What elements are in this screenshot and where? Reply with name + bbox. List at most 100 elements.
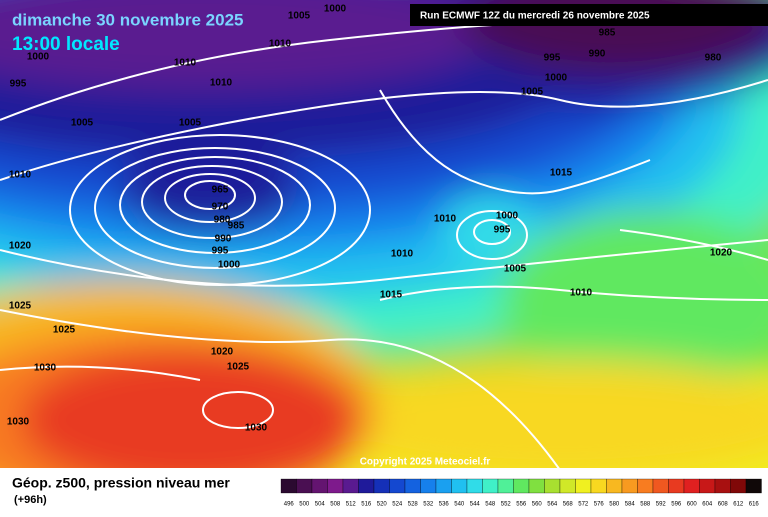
isobar-label: 1000	[27, 52, 50, 63]
legend-swatch	[358, 478, 375, 494]
legend-label: 520	[377, 502, 388, 508]
copyright: Copyright 2025 Meteociel.fr	[360, 457, 491, 468]
legend-swatch	[590, 478, 607, 494]
legend-label: 508	[330, 502, 341, 508]
isobar-label: 1025	[227, 362, 250, 373]
isobar-label: 1020	[211, 347, 234, 358]
isobar-label: 1005	[71, 118, 94, 129]
isobar-label: 1000	[324, 4, 347, 15]
legend-label: 568	[563, 502, 574, 508]
legend-swatch	[621, 478, 638, 494]
isobar-label: 1010	[174, 58, 197, 69]
footer-label: Géop. z500, pression niveau mer	[12, 475, 230, 491]
legend-label: 580	[609, 502, 620, 508]
legend-swatch	[730, 478, 747, 494]
isobar-label: 980	[214, 215, 231, 226]
legend-label: 572	[578, 502, 589, 508]
legend-swatch	[373, 478, 390, 494]
legend-label: 496	[284, 502, 295, 508]
legend-swatch	[559, 478, 576, 494]
legend-swatch	[451, 478, 468, 494]
isobar-label: 1010	[570, 288, 593, 299]
isobar-label: 1005	[288, 11, 311, 22]
isobar-label: 985	[599, 28, 616, 39]
legend-label: 600	[687, 502, 698, 508]
legend-swatch	[466, 478, 483, 494]
legend-label: 500	[299, 502, 310, 508]
isobar-label: 995	[494, 225, 511, 236]
legend-label: 544	[470, 502, 481, 508]
legend-label: 596	[671, 502, 682, 508]
isobar-label: 1030	[34, 363, 57, 374]
legend-swatch	[714, 478, 731, 494]
legend-swatch	[389, 478, 406, 494]
isobar-label: 1010	[269, 39, 292, 50]
isobar-label: 980	[705, 53, 722, 64]
legend-label: 616	[749, 502, 760, 508]
legend-swatch	[342, 478, 359, 494]
isobar-label: 995	[10, 79, 27, 90]
isobar-label: 1015	[380, 290, 403, 301]
legend-swatch	[528, 478, 545, 494]
legend-label: 532	[423, 502, 434, 508]
legend-swatch	[497, 478, 514, 494]
legend-label: 552	[501, 502, 512, 508]
legend-swatch	[637, 478, 654, 494]
isobar-label: 990	[589, 49, 606, 60]
isobar-label: 1025	[53, 325, 76, 336]
isobar-label: 1030	[245, 423, 268, 434]
legend-swatch	[606, 478, 623, 494]
legend-label: 504	[315, 502, 326, 508]
subtitle: 13:00 locale	[12, 34, 120, 55]
isobar-label: 1000	[545, 73, 568, 84]
legend-label: 536	[439, 502, 450, 508]
legend-label: 540	[454, 502, 465, 508]
isobar-label: 1005	[504, 264, 527, 275]
isobar-label: 1020	[9, 241, 32, 252]
legend-label: 584	[625, 502, 636, 508]
isobar-label: 995	[544, 53, 561, 64]
legend-label: 548	[485, 502, 496, 508]
run-info: Run ECMWF 12Z du mercredi 26 novembre 20…	[420, 11, 650, 22]
legend-label: 524	[392, 502, 403, 508]
isobar-label: 1005	[179, 118, 202, 129]
isobars	[0, 19, 768, 468]
isobar-label: 1010	[434, 214, 457, 225]
legend-label: 592	[656, 502, 667, 508]
legend-swatch	[311, 478, 328, 494]
title: dimanche 30 novembre 2025	[12, 10, 244, 29]
isobar-label: 985	[228, 221, 245, 232]
isobar-label: 1030	[7, 417, 30, 428]
legend-label: 560	[532, 502, 543, 508]
legend-swatch	[652, 478, 669, 494]
legend-label: 564	[547, 502, 558, 508]
legend-swatch	[280, 478, 297, 494]
isobar-label: 970	[212, 202, 229, 213]
isobar-label: 995	[212, 246, 229, 257]
legend-swatch	[745, 478, 762, 494]
isobar-label: 990	[215, 234, 232, 245]
isobar-label: 1010	[210, 78, 233, 89]
legend-label: 576	[594, 502, 605, 508]
legend-label: 612	[733, 502, 744, 508]
legend-label: 556	[516, 502, 527, 508]
legend-swatch	[296, 478, 313, 494]
legend-swatch	[435, 478, 452, 494]
legend-swatch	[482, 478, 499, 494]
legend-label: 528	[408, 502, 419, 508]
legend-label: 588	[640, 502, 651, 508]
legend-swatch	[668, 478, 685, 494]
isobar-label: 1010	[391, 249, 414, 260]
legend-swatch	[420, 478, 437, 494]
legend-swatch	[327, 478, 344, 494]
isobar-label: 1005	[521, 87, 544, 98]
legend-swatch	[699, 478, 716, 494]
isobar-label: 1000	[218, 260, 241, 271]
legend-label: 604	[702, 502, 713, 508]
legend-swatch	[575, 478, 592, 494]
isobar-label: 1025	[9, 301, 32, 312]
isobar-label: 965	[212, 185, 229, 196]
